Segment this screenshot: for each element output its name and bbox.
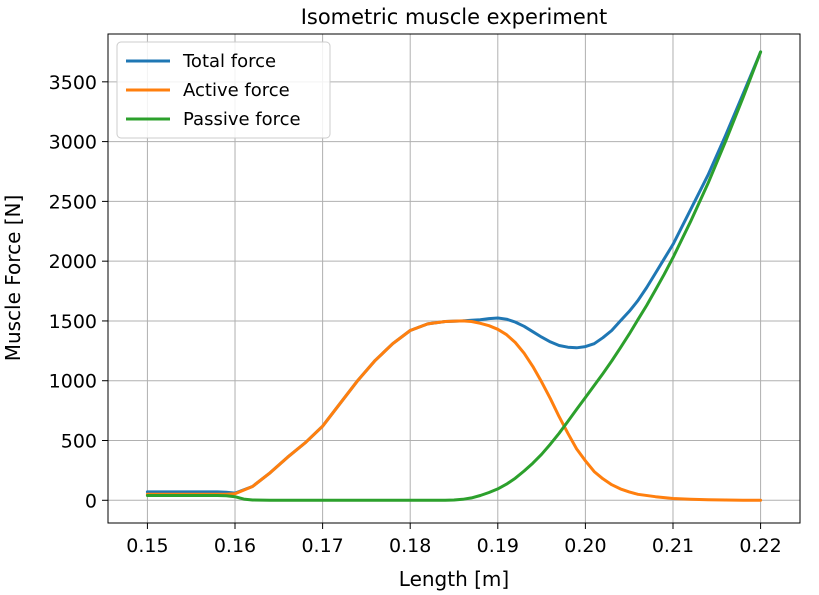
series-layer: [145, 50, 763, 502]
x-tick-label: 0.22: [739, 535, 781, 557]
legend-box: [116, 41, 331, 139]
y-axis-label: Muscle Force [N]: [1, 195, 25, 362]
x-tick-label: 0.21: [652, 535, 694, 557]
tick-labels: 0.15 0.16 0.17 0.18 0.19 0.20 0.21 0.22 0 500 1000…: [49, 72, 782, 557]
ticks: [102, 81, 762, 529]
x-tick-label: 0.19: [477, 535, 519, 557]
y-tick-label: 3000: [49, 132, 97, 154]
y-tick-label: 2500: [49, 191, 97, 213]
y-tick-label: 500: [61, 431, 97, 453]
x-tick-label: 0.18: [389, 535, 431, 557]
legend-label-passive-force: Passive force: [183, 109, 301, 130]
x-tick-label: 0.15: [126, 535, 168, 557]
y-tick-label: 0: [85, 490, 97, 512]
plot-frame: [107, 33, 801, 524]
y-tick-label: 3500: [49, 72, 97, 94]
legend-label-total-force: Total force: [182, 51, 276, 72]
y-tick-label: 2000: [49, 251, 97, 273]
series-line-passive-force: [145, 50, 763, 502]
legend: Total force Active force Passive force: [116, 41, 331, 139]
y-tick-label: 1500: [49, 311, 97, 333]
legend-label-active-force: Active force: [183, 80, 290, 101]
x-axis-label: Length [m]: [399, 567, 509, 591]
chart-title: Isometric muscle experiment: [301, 5, 608, 29]
x-tick-label: 0.16: [214, 535, 256, 557]
x-tick-label: 0.17: [301, 535, 343, 557]
x-tick-label: 0.20: [564, 535, 606, 557]
y-tick-label: 1000: [49, 371, 97, 393]
series-line-active-force: [145, 319, 763, 502]
